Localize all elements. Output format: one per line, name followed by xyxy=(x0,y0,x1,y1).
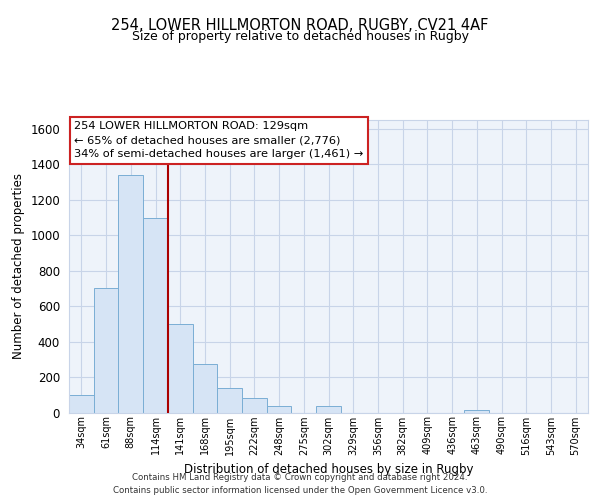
Bar xyxy=(69,395,94,412)
Bar xyxy=(217,388,242,412)
Bar xyxy=(94,288,118,412)
Text: Contains HM Land Registry data © Crown copyright and database right 2024.
Contai: Contains HM Land Registry data © Crown c… xyxy=(113,474,487,495)
Bar xyxy=(464,410,489,412)
Bar xyxy=(118,175,143,412)
Bar xyxy=(267,406,292,412)
Text: 254, LOWER HILLMORTON ROAD, RUGBY, CV21 4AF: 254, LOWER HILLMORTON ROAD, RUGBY, CV21 … xyxy=(112,18,488,32)
Text: Size of property relative to detached houses in Rugby: Size of property relative to detached ho… xyxy=(131,30,469,43)
Bar xyxy=(143,218,168,412)
X-axis label: Distribution of detached houses by size in Rugby: Distribution of detached houses by size … xyxy=(184,463,473,476)
Bar xyxy=(316,406,341,412)
Bar xyxy=(242,398,267,412)
Y-axis label: Number of detached properties: Number of detached properties xyxy=(11,174,25,359)
Bar xyxy=(193,364,217,412)
Text: 254 LOWER HILLMORTON ROAD: 129sqm
← 65% of detached houses are smaller (2,776)
3: 254 LOWER HILLMORTON ROAD: 129sqm ← 65% … xyxy=(74,122,364,160)
Bar xyxy=(168,324,193,412)
